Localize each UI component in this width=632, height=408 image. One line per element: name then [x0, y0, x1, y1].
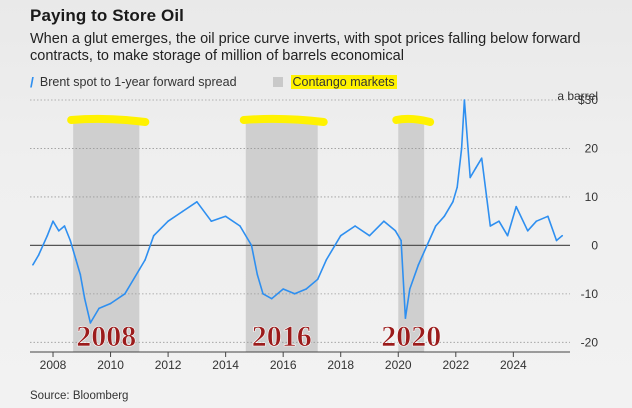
contango-band-2016 — [245, 122, 318, 352]
data-point — [138, 268, 141, 271]
data-point — [443, 215, 446, 218]
legend-band-label: Contango markets — [290, 75, 397, 89]
x-tick-label: 2020 — [385, 358, 412, 372]
contango-band-2008 — [73, 122, 140, 352]
legend-line-icon: / — [30, 74, 34, 90]
x-tick-label: 2012 — [155, 358, 182, 372]
data-point — [325, 259, 328, 261]
data-point — [57, 230, 60, 232]
data-point — [475, 167, 477, 169]
chart-subtitle: When a glut emerges, the oil price curve… — [30, 31, 581, 64]
data-point — [452, 200, 454, 203]
highlight-mark-2008 — [67, 114, 150, 126]
data-point — [394, 230, 397, 232]
source-note: Source: Bloomberg — [30, 390, 129, 402]
data-point — [400, 239, 402, 242]
data-point — [368, 234, 371, 237]
legend-band-swatch — [272, 77, 283, 87]
data-point — [152, 234, 155, 237]
y-tick-label: -20 — [581, 335, 599, 349]
data-point — [89, 322, 92, 324]
data-point — [282, 288, 284, 290]
data-point — [469, 176, 471, 179]
x-tick-label: 2022 — [442, 358, 469, 372]
data-point — [210, 220, 213, 222]
data-point — [426, 244, 428, 247]
band-annotation-2020: 2020 — [381, 320, 441, 353]
data-point — [561, 234, 564, 237]
data-point — [250, 244, 253, 247]
x-tick-label: 2008 — [40, 358, 67, 372]
data-point — [434, 225, 437, 227]
data-point — [339, 234, 342, 237]
data-point — [293, 293, 296, 295]
y-unit-label: a barrel — [557, 89, 598, 103]
legend: / Brent spot to 1-year forward spread Co… — [30, 73, 397, 91]
x-tick-label: 2024 — [500, 358, 527, 372]
data-point — [417, 263, 420, 266]
data-point — [69, 239, 72, 242]
data-point — [555, 239, 558, 242]
y-tick-label: $30 — [578, 93, 598, 107]
data-point — [37, 254, 40, 256]
x-tick-label: 2016 — [270, 358, 297, 372]
data-point — [109, 302, 112, 305]
data-point — [256, 273, 259, 276]
data-point — [63, 225, 66, 227]
data-point — [305, 288, 307, 290]
data-point — [547, 215, 549, 218]
band-annotation-2016: 2016 — [252, 320, 312, 353]
data-point — [262, 293, 264, 295]
data-point — [506, 234, 509, 237]
data-point — [270, 297, 273, 300]
data-point — [408, 288, 411, 290]
data-point — [460, 147, 463, 150]
data-point — [224, 215, 227, 218]
data-point — [463, 99, 466, 101]
data-point — [316, 278, 319, 281]
data-point — [498, 220, 500, 222]
data-point — [98, 307, 100, 310]
contango-band-2020 — [398, 122, 425, 352]
data-point — [239, 225, 241, 227]
data-point — [52, 220, 54, 222]
y-tick-label: 20 — [585, 141, 599, 155]
data-point — [535, 220, 538, 222]
y-tick-label: -10 — [581, 287, 599, 301]
data-point — [404, 317, 407, 319]
data-point — [480, 157, 483, 159]
data-point — [515, 205, 518, 208]
data-point — [489, 225, 492, 227]
data-point — [79, 273, 82, 276]
data-point — [196, 200, 198, 203]
x-tick-label: 2014 — [212, 358, 239, 372]
data-point — [32, 263, 34, 266]
data-point — [181, 210, 184, 213]
chart-title: Paying to Store Oil — [30, 6, 184, 25]
data-point — [144, 259, 146, 261]
series-line-0 — [32, 99, 563, 324]
data-point — [167, 220, 169, 222]
data-point — [124, 293, 126, 295]
data-point — [46, 234, 49, 237]
data-point — [75, 259, 77, 261]
x-tick-label: 2018 — [327, 358, 354, 372]
y-tick-label: 0 — [591, 238, 598, 252]
data-point — [354, 225, 356, 227]
x-tick-label: 2010 — [97, 358, 124, 372]
data-point — [526, 230, 529, 232]
y-tick-label: 10 — [585, 190, 599, 204]
data-point — [456, 186, 459, 189]
highlight-mark-2020 — [392, 114, 435, 126]
data-point — [383, 220, 385, 222]
legend-series-label: Brent spot to 1-year forward spread — [39, 75, 237, 89]
highlight-mark-2016 — [239, 114, 328, 126]
band-annotation-2008: 2008 — [76, 320, 136, 353]
data-point — [83, 297, 86, 300]
